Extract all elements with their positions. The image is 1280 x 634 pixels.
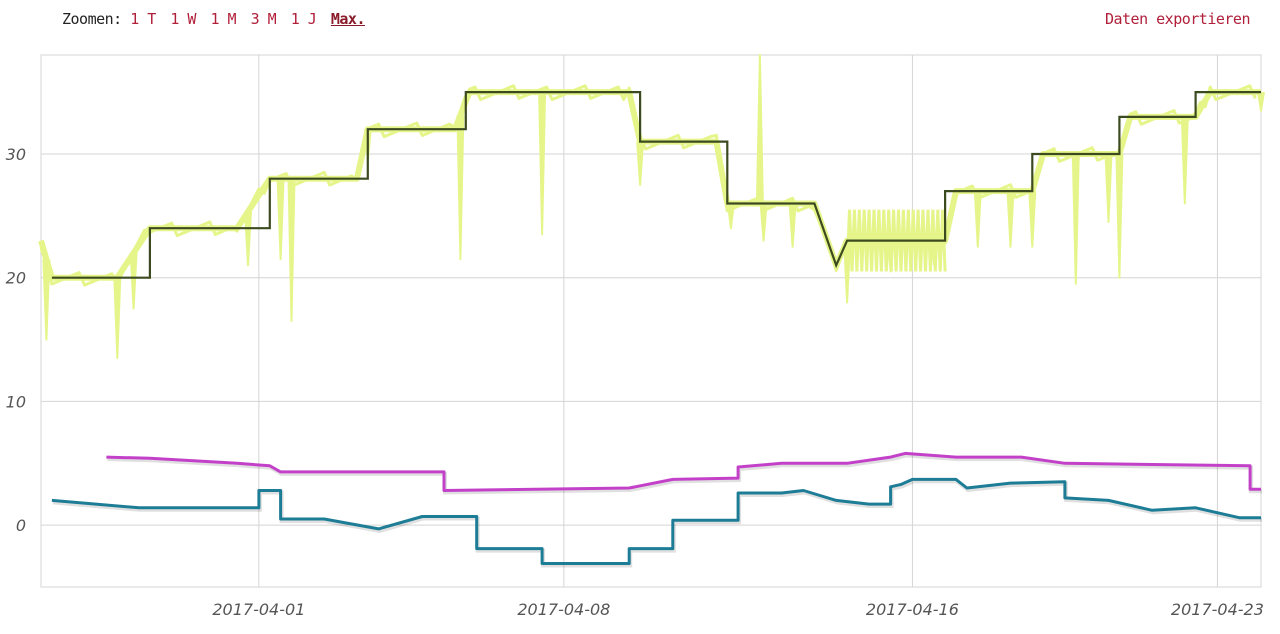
series-spike [244, 211, 252, 267]
chart-series [38, 54, 1265, 568]
line-chart[interactable]: 0 10 20 30 2017-04-01 2017-04-08 2017-04-16 201… [0, 40, 1280, 634]
series-shadow [52, 479, 1262, 568]
series-spike [755, 54, 764, 204]
series-spike [636, 141, 645, 186]
zoom-1-day[interactable]: 1 T [130, 10, 156, 28]
series-spike [1071, 153, 1080, 285]
zoom-3-months[interactable]: 3 M [250, 10, 277, 28]
x-tick-label: 2017-04-16 [866, 600, 959, 619]
series-spike [788, 203, 797, 248]
series-oscillation [845, 209, 947, 272]
series-spike [1115, 153, 1124, 279]
series-spike [276, 178, 285, 261]
series-line [51, 91, 1261, 279]
y-tick-label: 20 [6, 269, 26, 288]
x-tick-label: 2017-04-01 [212, 600, 305, 619]
zoom-label: Zoomen: [62, 10, 122, 28]
series-spike [759, 203, 768, 242]
series-spike [456, 115, 465, 261]
series-noise [39, 84, 1257, 287]
series-spike [1180, 116, 1189, 205]
zoom-1-month[interactable]: 1 M [210, 10, 237, 28]
export-data-link[interactable]: Daten exportieren [1104, 10, 1251, 28]
y-tick-label: 10 [6, 392, 26, 411]
zoom-1-year[interactable]: 1 J [290, 10, 317, 28]
series-1 [51, 91, 1261, 279]
series-spike [930, 240, 939, 267]
series-shadow [107, 453, 1262, 495]
series-line [51, 477, 1261, 565]
series-spike [1006, 191, 1015, 248]
chart-toolbar: Zoomen: 1 T 1 W 1 M 3 M 1 J Max. Daten e… [0, 0, 1280, 40]
series-spike [886, 240, 895, 273]
series-spike [129, 252, 138, 310]
series-2 [106, 451, 1262, 495]
series-spike [538, 92, 547, 236]
chart-axes: 0 10 20 30 2017-04-01 2017-04-08 2017-04-16 201… [6, 145, 1264, 619]
series-3 [51, 477, 1262, 568]
series-spike [42, 259, 51, 341]
zoom-1-week[interactable]: 1 W [170, 10, 196, 28]
series-spike [1257, 91, 1265, 112]
y-tick-label: 0 [16, 516, 26, 535]
plot-frame [40, 54, 1262, 588]
series-spike [1028, 191, 1037, 248]
series-spike [973, 191, 982, 248]
series-spike [287, 178, 296, 322]
x-tick-label: 2017-04-23 [1171, 600, 1264, 619]
series-line [106, 451, 1261, 492]
zoom-controls: Zoomen: 1 T 1 W 1 M 3 M 1 J Max. [62, 10, 371, 28]
series-0 [38, 54, 1265, 360]
y-tick-label: 30 [6, 145, 26, 164]
x-tick-label: 2017-04-08 [517, 600, 610, 619]
series-spike [843, 240, 852, 304]
series-spike [726, 203, 735, 230]
series-spike [1104, 153, 1113, 223]
series-spike [113, 277, 122, 360]
zoom-max[interactable]: Max. [330, 10, 366, 28]
